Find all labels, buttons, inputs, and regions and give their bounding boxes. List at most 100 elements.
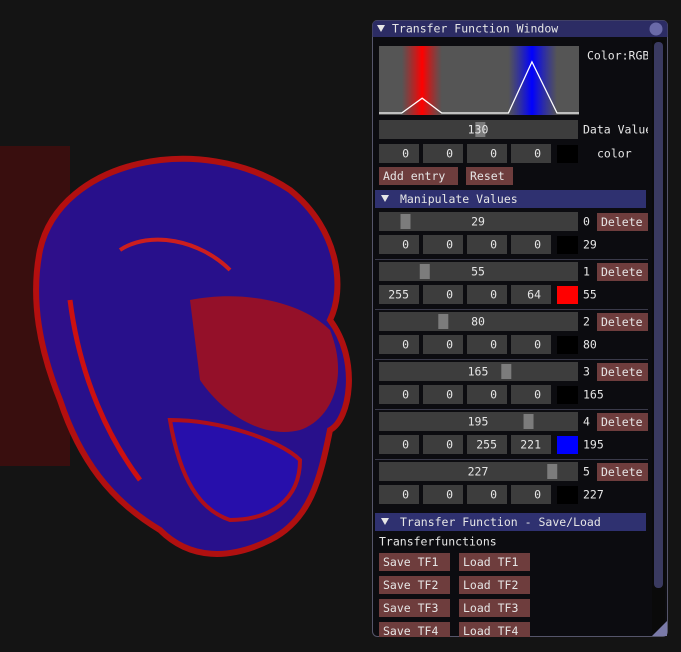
entry-index: 3 — [583, 365, 590, 379]
color-input[interactable] — [379, 285, 419, 304]
slider-grab[interactable] — [547, 464, 558, 479]
color-input[interactable] — [379, 485, 419, 504]
collapse-arrow[interactable] — [381, 195, 389, 202]
slider-grab[interactable] — [400, 214, 411, 229]
color-input-value: 0 — [446, 388, 453, 402]
color-input[interactable] — [467, 335, 507, 354]
color-input[interactable] — [511, 285, 551, 304]
color-input[interactable] — [467, 385, 507, 404]
color-swatch[interactable] — [557, 386, 578, 404]
color-input-value: 0 — [402, 388, 409, 402]
button-label: Load TF4 — [463, 624, 518, 638]
section-header[interactable] — [375, 190, 646, 208]
color-input[interactable] — [511, 435, 551, 454]
entry-index: 2 — [583, 315, 590, 329]
entry-index: 4 — [583, 415, 590, 429]
slider[interactable] — [379, 212, 578, 231]
color-input[interactable] — [423, 435, 463, 454]
color-input-value: 0 — [446, 147, 453, 161]
button[interactable] — [459, 599, 530, 617]
slider-grab[interactable] — [523, 414, 534, 429]
button[interactable] — [459, 622, 530, 640]
scrollbar-grab[interactable] — [654, 42, 663, 588]
color-input[interactable] — [467, 285, 507, 304]
color-input-value: 64 — [527, 288, 541, 302]
color-input[interactable] — [379, 144, 419, 163]
color-input[interactable] — [511, 485, 551, 504]
slider-grab[interactable] — [438, 314, 449, 329]
color-input[interactable] — [423, 144, 463, 163]
color-input-value: 0 — [402, 147, 409, 161]
color-swatch[interactable] — [557, 286, 578, 304]
button[interactable] — [379, 622, 450, 640]
button-label: Save TF1 — [383, 555, 438, 569]
color-input-value: 221 — [520, 438, 541, 452]
color-input[interactable] — [511, 235, 551, 254]
color-input[interactable] — [423, 285, 463, 304]
button-label: Delete — [601, 215, 643, 229]
color-input[interactable] — [511, 385, 551, 404]
color-input[interactable] — [511, 144, 551, 163]
button-label: Delete — [601, 415, 643, 429]
button[interactable] — [597, 413, 652, 431]
entry-value: 55 — [583, 288, 597, 302]
button[interactable] — [379, 599, 450, 617]
slider[interactable] — [379, 362, 578, 381]
color-swatch[interactable] — [557, 486, 578, 504]
button[interactable] — [597, 363, 652, 381]
slider[interactable] — [379, 462, 578, 481]
color-input[interactable] — [467, 485, 507, 504]
button[interactable] — [459, 576, 530, 594]
color-input[interactable] — [467, 435, 507, 454]
slider[interactable] — [379, 312, 578, 331]
slider-grab[interactable] — [501, 364, 512, 379]
button[interactable] — [459, 553, 530, 571]
color-input-value: 0 — [490, 388, 497, 402]
entry-value: 227 — [583, 488, 604, 502]
color-swatch[interactable] — [557, 336, 578, 354]
color-input[interactable] — [379, 385, 419, 404]
color-input-value: 0 — [534, 147, 541, 161]
color-input-value: 0 — [446, 238, 453, 252]
color-input[interactable] — [423, 235, 463, 254]
slider-grab[interactable] — [475, 122, 486, 137]
collapse-arrow[interactable] — [381, 518, 389, 525]
section-header[interactable] — [375, 513, 646, 531]
collapse-arrow[interactable] — [377, 25, 385, 32]
color-input[interactable] — [467, 235, 507, 254]
section-title: Transfer Function - Save/Load — [400, 515, 601, 529]
slider-value: 55 — [471, 265, 485, 279]
slider-grab[interactable] — [419, 264, 430, 279]
color-input[interactable] — [423, 485, 463, 504]
color-swatch[interactable] — [557, 145, 578, 163]
color-swatch[interactable] — [557, 436, 578, 454]
color-input[interactable] — [379, 235, 419, 254]
color-input[interactable] — [379, 335, 419, 354]
color-input[interactable] — [511, 335, 551, 354]
save-load-label: Transferfunctions — [379, 535, 497, 549]
button[interactable] — [466, 167, 513, 185]
section-title: Manipulate Values — [400, 192, 518, 206]
resize-grip[interactable] — [652, 621, 667, 636]
button[interactable] — [379, 553, 450, 571]
color-input-value: 0 — [534, 238, 541, 252]
color-input[interactable] — [423, 385, 463, 404]
color-swatch[interactable] — [557, 236, 578, 254]
button[interactable] — [597, 313, 652, 331]
title-bar[interactable] — [372, 20, 668, 38]
button[interactable] — [379, 576, 450, 594]
skull-render — [0, 146, 352, 557]
color-input[interactable] — [423, 335, 463, 354]
button[interactable] — [597, 463, 652, 481]
color-input[interactable] — [467, 144, 507, 163]
button[interactable] — [597, 213, 652, 231]
color-input-value: 0 — [446, 488, 453, 502]
close-button[interactable] — [649, 22, 663, 36]
slider-value: 227 — [468, 465, 489, 479]
color-input-value: 0 — [490, 238, 497, 252]
color-text: color — [597, 147, 632, 161]
button[interactable] — [379, 167, 458, 185]
button[interactable] — [597, 263, 652, 281]
tf-gradient — [379, 46, 579, 115]
color-input[interactable] — [379, 435, 419, 454]
